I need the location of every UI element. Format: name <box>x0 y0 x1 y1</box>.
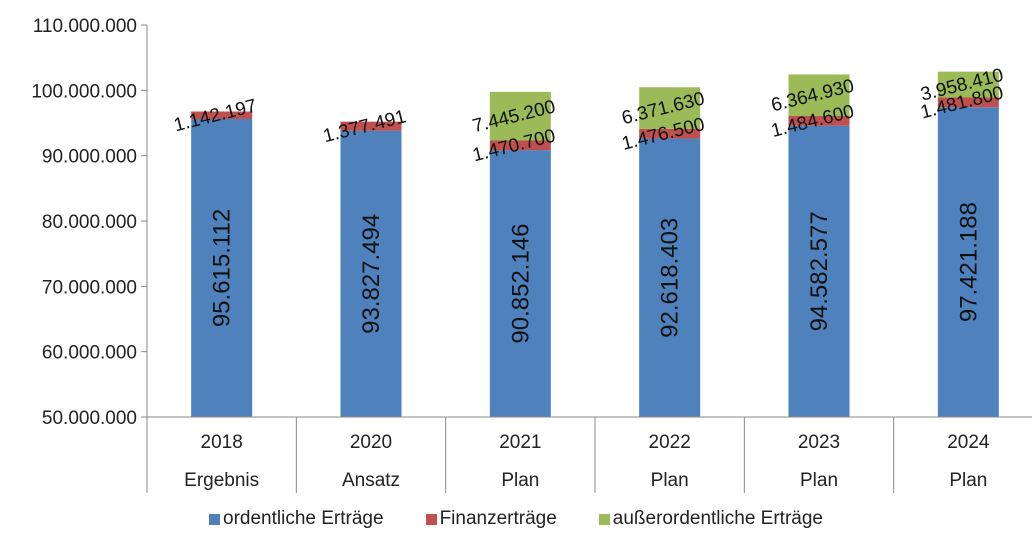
data-label: 93.827.494 <box>358 214 385 334</box>
legend-label: Finanzerträge <box>439 508 557 529</box>
legend-item: ordentliche Erträge <box>209 508 384 530</box>
bar-segment <box>937 71 999 98</box>
y-tick-label: 90.000.000 <box>42 147 137 168</box>
data-label: 90.852.146 <box>507 223 534 343</box>
x-tick-label-type: Ansatz <box>342 470 400 491</box>
y-tick-label: 70.000.000 <box>42 277 137 298</box>
data-label: 94.582.577 <box>806 211 833 331</box>
bar-segment <box>937 97 999 108</box>
legend-label: außerordentliche Erträge <box>612 508 823 529</box>
bar-segment <box>489 140 551 151</box>
x-tick-label-year: 2018 <box>201 432 243 453</box>
x-tick-label-type: Plan <box>949 470 987 491</box>
y-tick-label: 80.000.000 <box>42 212 137 233</box>
legend-swatch <box>598 513 610 525</box>
data-label: 97.421.188 <box>955 202 982 322</box>
x-tick-label-year: 2024 <box>947 432 990 453</box>
legend-swatch <box>425 513 437 525</box>
legend-item: Finanzerträge <box>425 508 557 530</box>
bar-segment <box>639 128 701 139</box>
bar-segment <box>191 118 253 418</box>
x-tick-label-type: Plan <box>800 470 838 491</box>
y-tick-label: 60.000.000 <box>42 343 137 364</box>
y-tick-label: 50.000.000 <box>42 408 137 429</box>
bar-segment <box>489 91 551 141</box>
bars: 95.615.1121.142.19793.827.4941.377.49190… <box>172 65 1006 418</box>
x-tick-label-type: Plan <box>651 470 689 491</box>
bar-segment <box>788 116 850 126</box>
bar-segment <box>639 87 701 129</box>
x-tick-label-year: 2021 <box>499 432 541 453</box>
legend-swatch <box>209 513 221 525</box>
x-axis: 2018 Ergebnis 2020 Ansatz 2021 Plan 2022 Plan 20… <box>146 416 1032 493</box>
bar-segment <box>340 130 402 417</box>
bar-segment <box>191 111 253 119</box>
y-tick-label: 110.000.000 <box>33 16 137 37</box>
x-tick-label-type: Ergebnis <box>184 470 259 491</box>
bar-segment <box>788 125 850 417</box>
bar-segment <box>937 107 999 417</box>
data-label: 95.615.112 <box>209 209 236 327</box>
legend-item: außerordentliche Erträge <box>598 508 823 530</box>
x-tick-label-year: 2020 <box>350 432 392 453</box>
legend: ordentliche Erträge Finanzerträge außerord… <box>0 508 1032 530</box>
y-axis: 50.000.000 60.000.000 70.000.000 80.000.000… <box>31 16 148 429</box>
bar-segment <box>340 121 402 131</box>
bar-segment <box>639 138 701 418</box>
x-tick-label-year: 2023 <box>798 432 840 453</box>
y-tick-label: 100.000.000 <box>31 81 137 102</box>
legend-label: ordentliche Erträge <box>223 508 384 529</box>
x-tick-label-type: Plan <box>501 470 539 491</box>
data-label: 92.618.403 <box>657 218 684 338</box>
bar-segment <box>489 150 551 418</box>
bar-segment <box>788 74 850 117</box>
x-tick-label-year: 2022 <box>649 432 691 453</box>
